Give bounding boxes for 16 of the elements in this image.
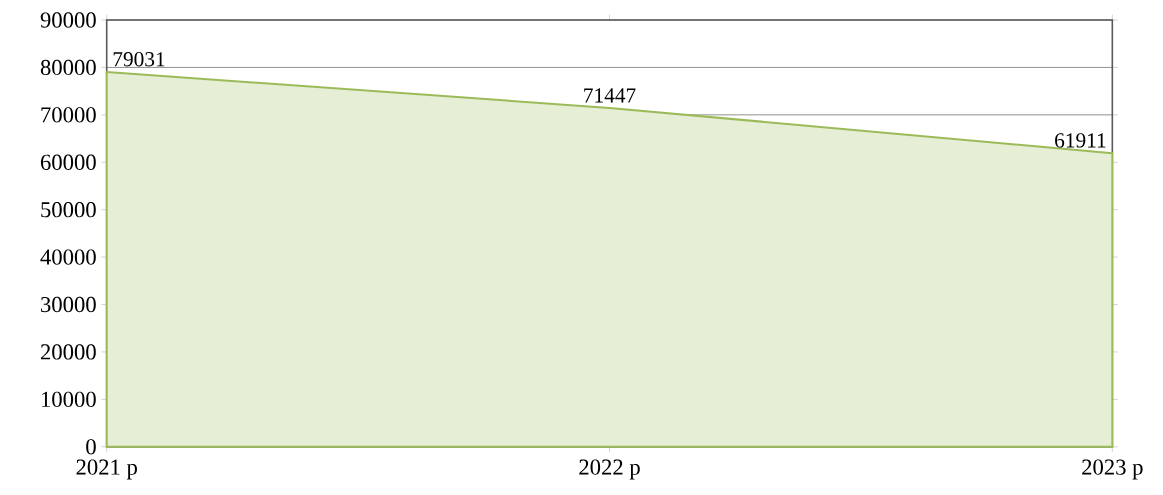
y-tick-label: 30000 [41,296,96,313]
data-label: 61911 [1055,133,1106,148]
data-label: 79031 [113,52,165,67]
y-tick-label: 10000 [41,391,96,408]
x-tick-label: 2022 р [579,459,640,480]
y-tick-label: 0 [86,439,96,455]
y-tick-label: 40000 [40,249,96,265]
y-tick-label: 60000 [40,154,96,171]
y-tick-label: 80000 [40,59,96,76]
y-tick-label: 50000 [41,202,96,218]
y-tick-label: 20000 [40,344,96,360]
y-tick-label: 70000 [41,107,96,123]
data-label: 71447 [584,88,636,103]
y-tick-label: 90000 [40,12,96,28]
x-tick-label: 2021 р [76,459,137,480]
x-tick-label: 2023 р [1082,459,1143,480]
